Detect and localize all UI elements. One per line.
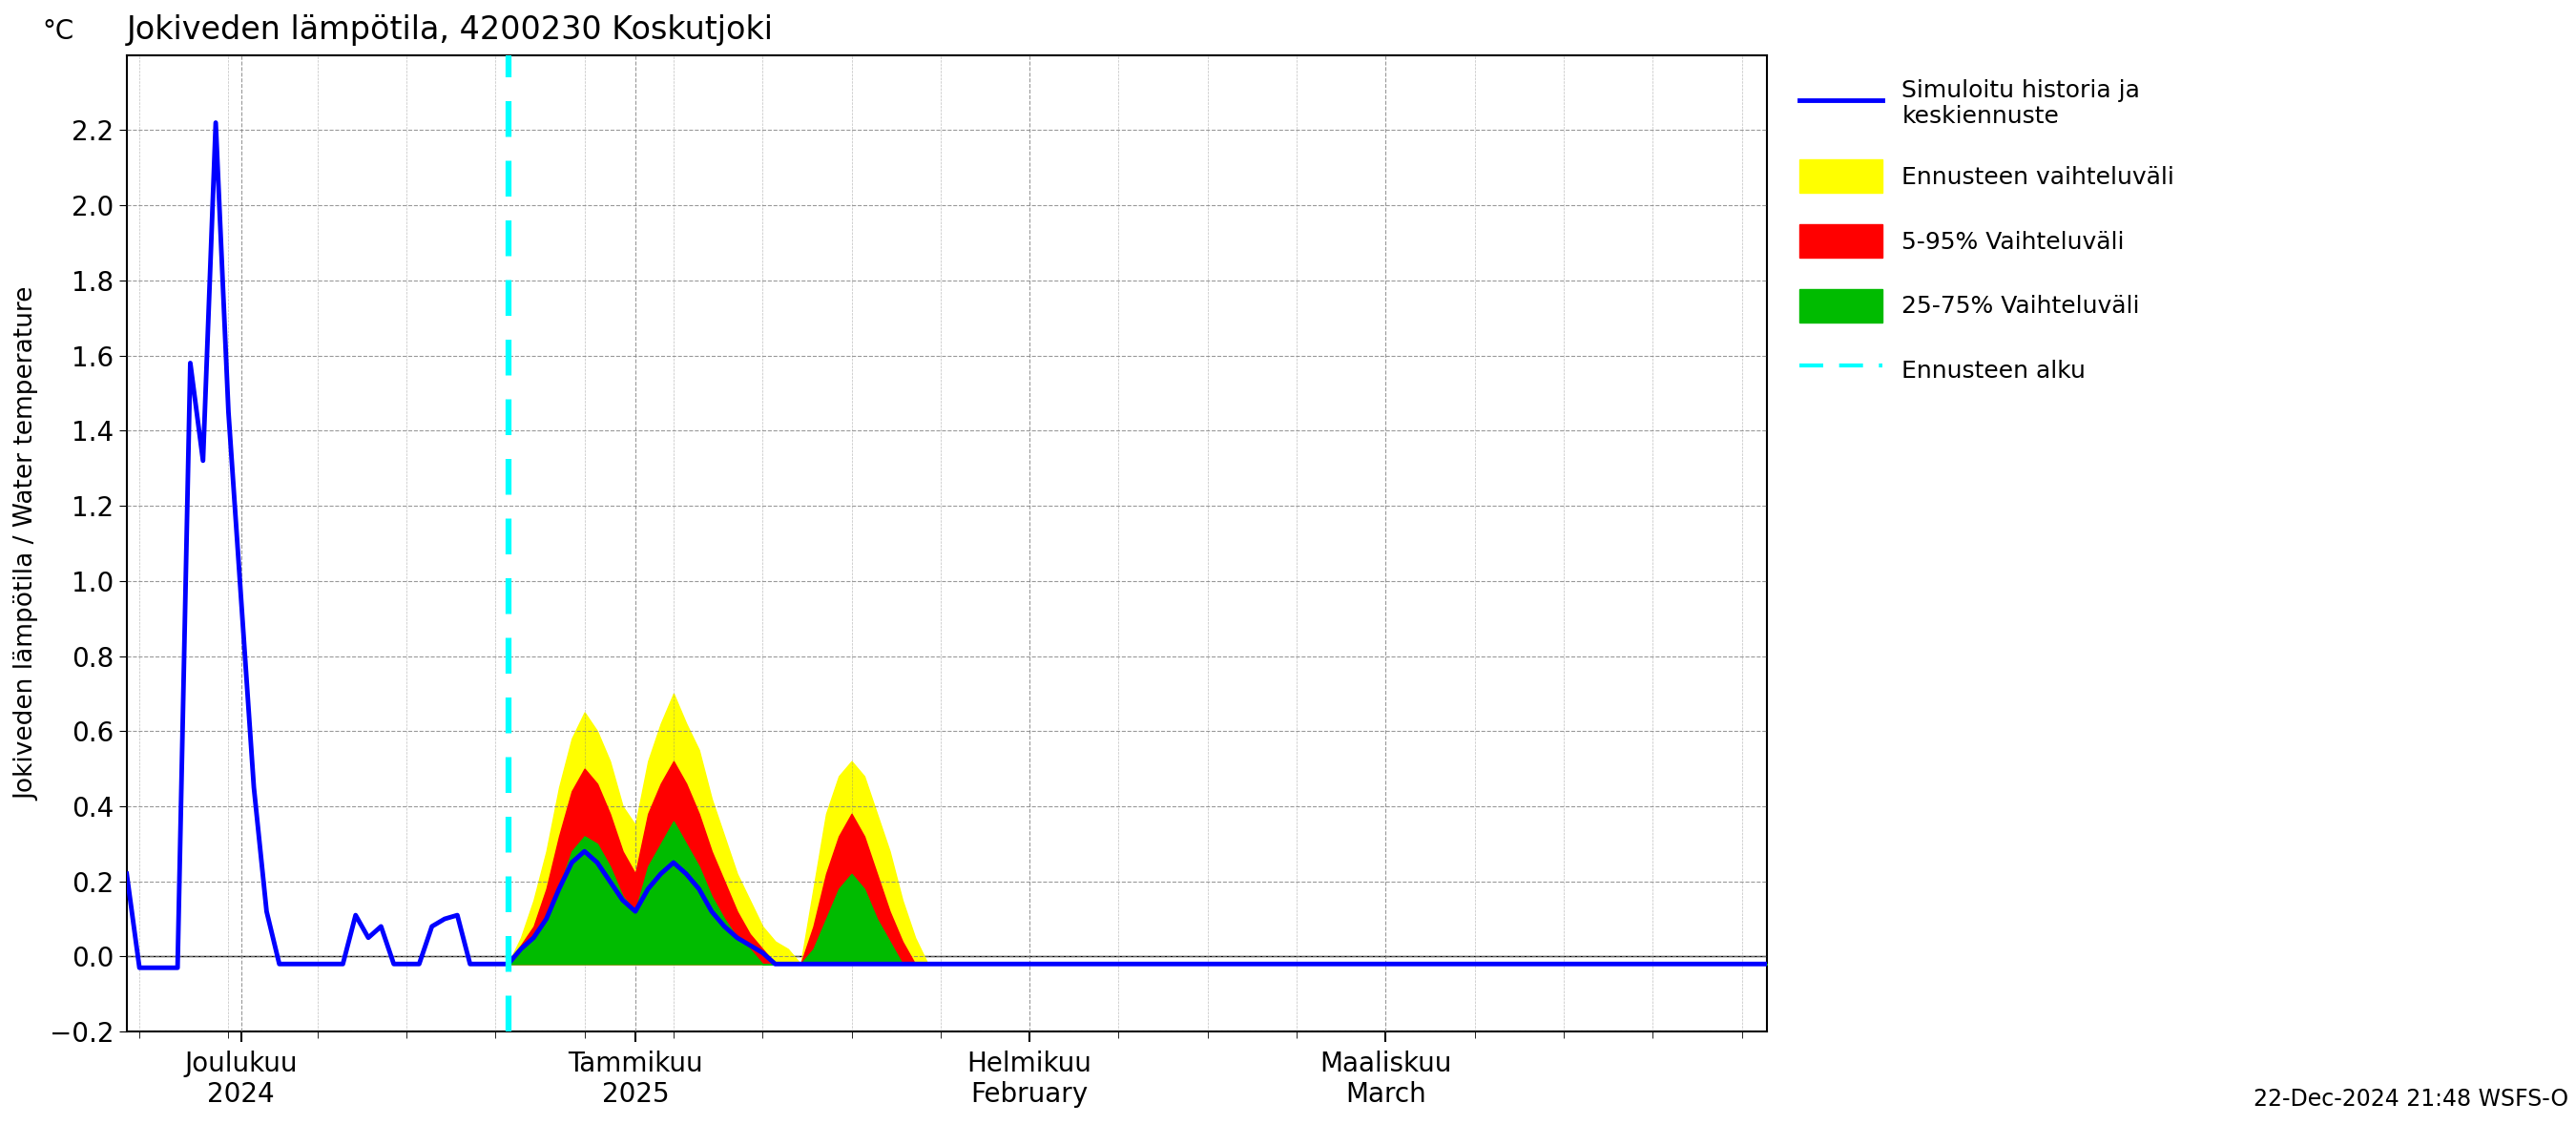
Legend: Simuloitu historia ja
keskiennuste, Ennusteen vaihteluväli, 5-95% Vaihteluväli, : Simuloitu historia ja keskiennuste, Ennu… — [1788, 66, 2187, 400]
Text: Jokiveden lämpötila, 4200230 Koskutjoki: Jokiveden lämpötila, 4200230 Koskutjoki — [126, 14, 773, 46]
Text: °C: °C — [41, 18, 75, 46]
Y-axis label: Jokiveden lämpötila / Water temperature: Jokiveden lämpötila / Water temperature — [15, 286, 39, 800]
Text: 22-Dec-2024 21:48 WSFS-O: 22-Dec-2024 21:48 WSFS-O — [2254, 1088, 2568, 1111]
